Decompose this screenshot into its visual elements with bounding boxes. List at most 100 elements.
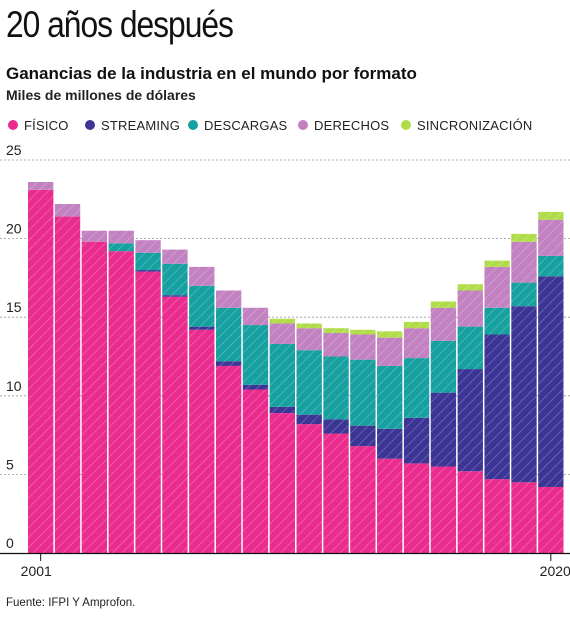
bar-hatch-streaming-2017 [457, 369, 483, 472]
bar-hatch-fisico-2020 [538, 486, 564, 553]
bar-hatch-descargas-2014 [377, 365, 403, 429]
bar-hatch-fisico-2019 [511, 482, 537, 553]
bar-hatch-fisico-2018 [484, 479, 510, 553]
chart-subtitle: Ganancias de la industria en el mundo po… [6, 64, 417, 83]
headline: 20 años después [6, 4, 234, 45]
bar-hatch-sincronizacion-2018 [484, 260, 510, 267]
bar-hatch-fisico-2017 [457, 471, 483, 553]
bar-hatch-sincronizacion-2019 [511, 233, 537, 242]
bar-hatch-descargas-2007 [189, 285, 215, 327]
bar-hatch-fisico-2002 [54, 216, 81, 553]
bar-hatch-descargas-2005 [135, 252, 161, 271]
bar-hatch-streaming-2010 [269, 406, 295, 414]
bar-hatch-derechos-2005 [135, 240, 161, 253]
bar-hatch-descargas-2006 [162, 263, 188, 296]
legend-label-streaming: STREAMING [101, 117, 181, 133]
bar-hatch-sincronizacion-2020 [538, 211, 564, 220]
legend-item-streaming: STREAMING [85, 115, 180, 135]
bar-hatch-descargas-2010 [269, 343, 295, 407]
legend-swatch-sincronizacion [401, 120, 411, 130]
legend-label-sincronizacion: SINCRONIZACIÓN [417, 117, 533, 133]
bar-hatch-fisico-2007 [189, 329, 215, 553]
bar-hatch-derechos-2014 [377, 337, 403, 366]
bar-hatch-descargas-2017 [457, 326, 483, 370]
bar-hatch-descargas-2011 [296, 350, 322, 415]
y-tick-label-25: 25 [6, 142, 22, 158]
bar-hatch-derechos-2004 [108, 230, 134, 244]
bar-hatch-derechos-2016 [430, 307, 457, 341]
bar-hatch-derechos-2013 [350, 334, 376, 360]
bar-hatch-fisico-2006 [162, 296, 188, 553]
bar-hatch-descargas-2019 [511, 282, 537, 307]
units-label: Miles de millones de dólares [6, 87, 196, 103]
bar-hatch-derechos-2009 [242, 307, 269, 326]
legend-label-fisico: FÍSICO [24, 117, 69, 133]
source-note: Fuente: IFPI Y Amprofon. [6, 597, 136, 609]
bar-hatch-derechos-2019 [511, 241, 537, 283]
bar-hatch-sincronizacion-2017 [457, 284, 483, 291]
bar-hatch-derechos-2006 [162, 249, 188, 264]
bar-hatch-fisico-2005 [135, 271, 161, 553]
bar-hatch-sincronizacion-2012 [323, 328, 349, 333]
bar-hatch-streaming-2009 [242, 384, 269, 390]
bar-hatch-fisico-2014 [377, 458, 403, 553]
bar-hatch-derechos-2020 [538, 219, 564, 256]
bar-hatch-descargas-2004 [108, 243, 134, 252]
legend-swatch-fisico [8, 120, 18, 130]
bar-hatch-fisico-2001 [28, 189, 54, 554]
bar-hatch-streaming-2012 [323, 419, 349, 434]
bar-hatch-derechos-2018 [484, 266, 510, 308]
bar-hatch-derechos-2012 [323, 332, 349, 357]
bar-hatch-fisico-2013 [350, 446, 376, 553]
bar-hatch-streaming-2016 [430, 392, 457, 467]
x-tick-label-2001: 2001 [21, 563, 52, 579]
legend-item-derechos: DERECHOS [298, 115, 389, 135]
bar-hatch-streaming-2007 [189, 326, 215, 330]
bar-hatch-derechos-2001 [28, 182, 54, 190]
bar-hatch-streaming-2006 [162, 295, 188, 297]
legend-item-descargas: DESCARGAS [188, 115, 287, 135]
bar-hatch-descargas-2012 [323, 356, 349, 420]
bar-hatch-fisico-2016 [430, 466, 457, 553]
bar-hatch-sincronizacion-2016 [430, 301, 457, 308]
bar-hatch-descargas-2013 [350, 359, 376, 426]
bar-hatch-sincronizacion-2010 [269, 318, 295, 324]
bar-hatch-derechos-2008 [215, 290, 242, 308]
legend-swatch-derechos [298, 120, 308, 130]
bar-hatch-fisico-2004 [108, 251, 134, 553]
bar-hatch-sincronizacion-2011 [296, 323, 322, 329]
bar-hatch-descargas-2020 [538, 255, 564, 277]
bar-hatch-derechos-2017 [457, 290, 483, 327]
bar-hatch-derechos-2015 [403, 328, 430, 359]
bar-hatch-streaming-2011 [296, 414, 322, 425]
legend-swatch-descargas [188, 120, 198, 130]
x-tick-label-2020: 2020 [540, 563, 570, 579]
legend-swatch-streaming [85, 120, 95, 130]
bar-hatch-derechos-2002 [54, 204, 81, 217]
bar-hatch-sincronizacion-2014 [377, 331, 403, 338]
bars [28, 182, 564, 554]
bar-hatch-streaming-2014 [377, 428, 403, 459]
bar-hatch-fisico-2010 [269, 413, 295, 553]
bar-hatch-descargas-2018 [484, 307, 510, 335]
legend-label-descargas: DESCARGAS [204, 117, 288, 133]
y-tick-label-0: 0 [6, 535, 14, 551]
bar-hatch-descargas-2009 [242, 325, 269, 385]
bar-hatch-derechos-2007 [189, 266, 215, 286]
y-tick-label-10: 10 [6, 378, 22, 394]
bar-hatch-streaming-2013 [350, 425, 376, 447]
bar-hatch-fisico-2011 [296, 424, 322, 553]
bar-hatch-streaming-2018 [484, 334, 510, 480]
bar-hatch-sincronizacion-2015 [403, 321, 430, 329]
bar-hatch-fisico-2008 [215, 365, 242, 553]
y-tick-label-5: 5 [6, 456, 14, 472]
bar-hatch-fisico-2009 [242, 389, 269, 553]
bar-hatch-descargas-2008 [215, 307, 242, 362]
bar-hatch-sincronizacion-2013 [350, 329, 376, 335]
bar-hatch-derechos-2011 [296, 328, 322, 351]
legend-item-fisico: FÍSICO [8, 115, 69, 135]
stacked-bar-chart: 0 5 10 15 20 25 2001 2020 [0, 142, 570, 579]
bar-hatch-fisico-2003 [81, 241, 108, 553]
bar-hatch-streaming-2020 [538, 276, 564, 487]
bar-hatch-fisico-2015 [403, 463, 430, 553]
